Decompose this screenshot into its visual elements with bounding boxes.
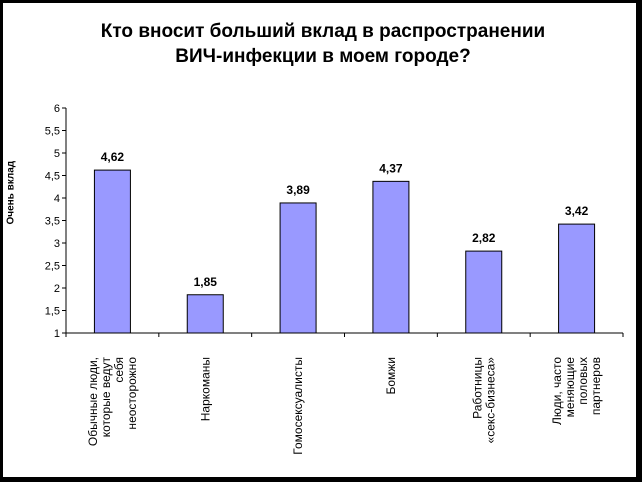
x-tick-label-line: Наркоманы [198, 357, 212, 421]
y-tick-label: 4 [54, 193, 60, 205]
bar [279, 202, 317, 334]
x-tick-label-line: половых [576, 357, 590, 405]
y-tick-label: 2,5 [45, 261, 60, 273]
x-tick-label: Люди, частоменяющиеполовыхпартнеров [550, 357, 603, 425]
data-label: 1,85 [194, 275, 218, 289]
y-tick-label: 4,5 [45, 171, 60, 183]
y-tick-label: 2 [54, 283, 60, 295]
x-tick-label-line: меняющие [563, 357, 577, 418]
x-tick-label-line: «секс-бизнеса» [483, 357, 497, 444]
bar [558, 223, 596, 334]
x-tick-label-line: Бомжи [384, 357, 398, 395]
bar [372, 180, 410, 334]
bar [93, 169, 131, 334]
bar-chart: 1 1,5 2 2,5 3 3,5 4 4,5 5 5,5 6 4,62 Обычные люди,ко… [45, 103, 624, 455]
data-label: 4,37 [379, 161, 403, 175]
x-tick-label-line: которые ведут [99, 357, 113, 438]
x-tick-label-line: неосторожно [125, 357, 139, 430]
x-tick-label-line: Гомосексуалисты [291, 357, 305, 455]
x-tick-label-line: Обычные люди, [86, 357, 100, 446]
y-tick-label: 5,5 [45, 126, 60, 138]
x-tick-label-line: Люди, часто [550, 357, 564, 425]
x-tick-label: Работницы«секс-бизнеса» [470, 357, 497, 444]
x-tick-label-line: Работницы [470, 357, 484, 419]
x-tick-label-line: себя [112, 357, 126, 383]
data-label: 3,89 [286, 183, 310, 197]
data-label: 2,82 [472, 231, 496, 245]
bar [465, 250, 503, 334]
y-tick-label: 3,5 [45, 216, 60, 228]
x-tick-label: Обычные люди,которые ведутсебянеосторожн… [86, 357, 139, 447]
x-tick-label-line: партнеров [589, 357, 603, 415]
chart-title-line-1: Кто вносит больший вклад в распространен… [100, 21, 546, 42]
data-label: 3,42 [565, 204, 589, 218]
data-label: 4,62 [101, 150, 125, 164]
x-tick-label: Гомосексуалисты [291, 357, 305, 455]
x-tick-label: Бомжи [384, 357, 398, 395]
y-tick-label: 1,5 [45, 306, 60, 318]
chart-title-line-2: ВИЧ-инфекции в моем городе? [175, 46, 471, 67]
x-tick-label: Наркоманы [198, 357, 212, 421]
chart-title: Кто вносит больший вклад в распространен… [63, 19, 583, 69]
y-tick-label: 6 [54, 103, 60, 115]
bar [186, 294, 224, 334]
chart-area: Кто вносит больший вклад в распространен… [3, 3, 636, 477]
y-tick-label: 1 [54, 328, 60, 340]
y-tick-label: 3 [54, 238, 60, 250]
y-tick-label: 5 [54, 148, 60, 160]
